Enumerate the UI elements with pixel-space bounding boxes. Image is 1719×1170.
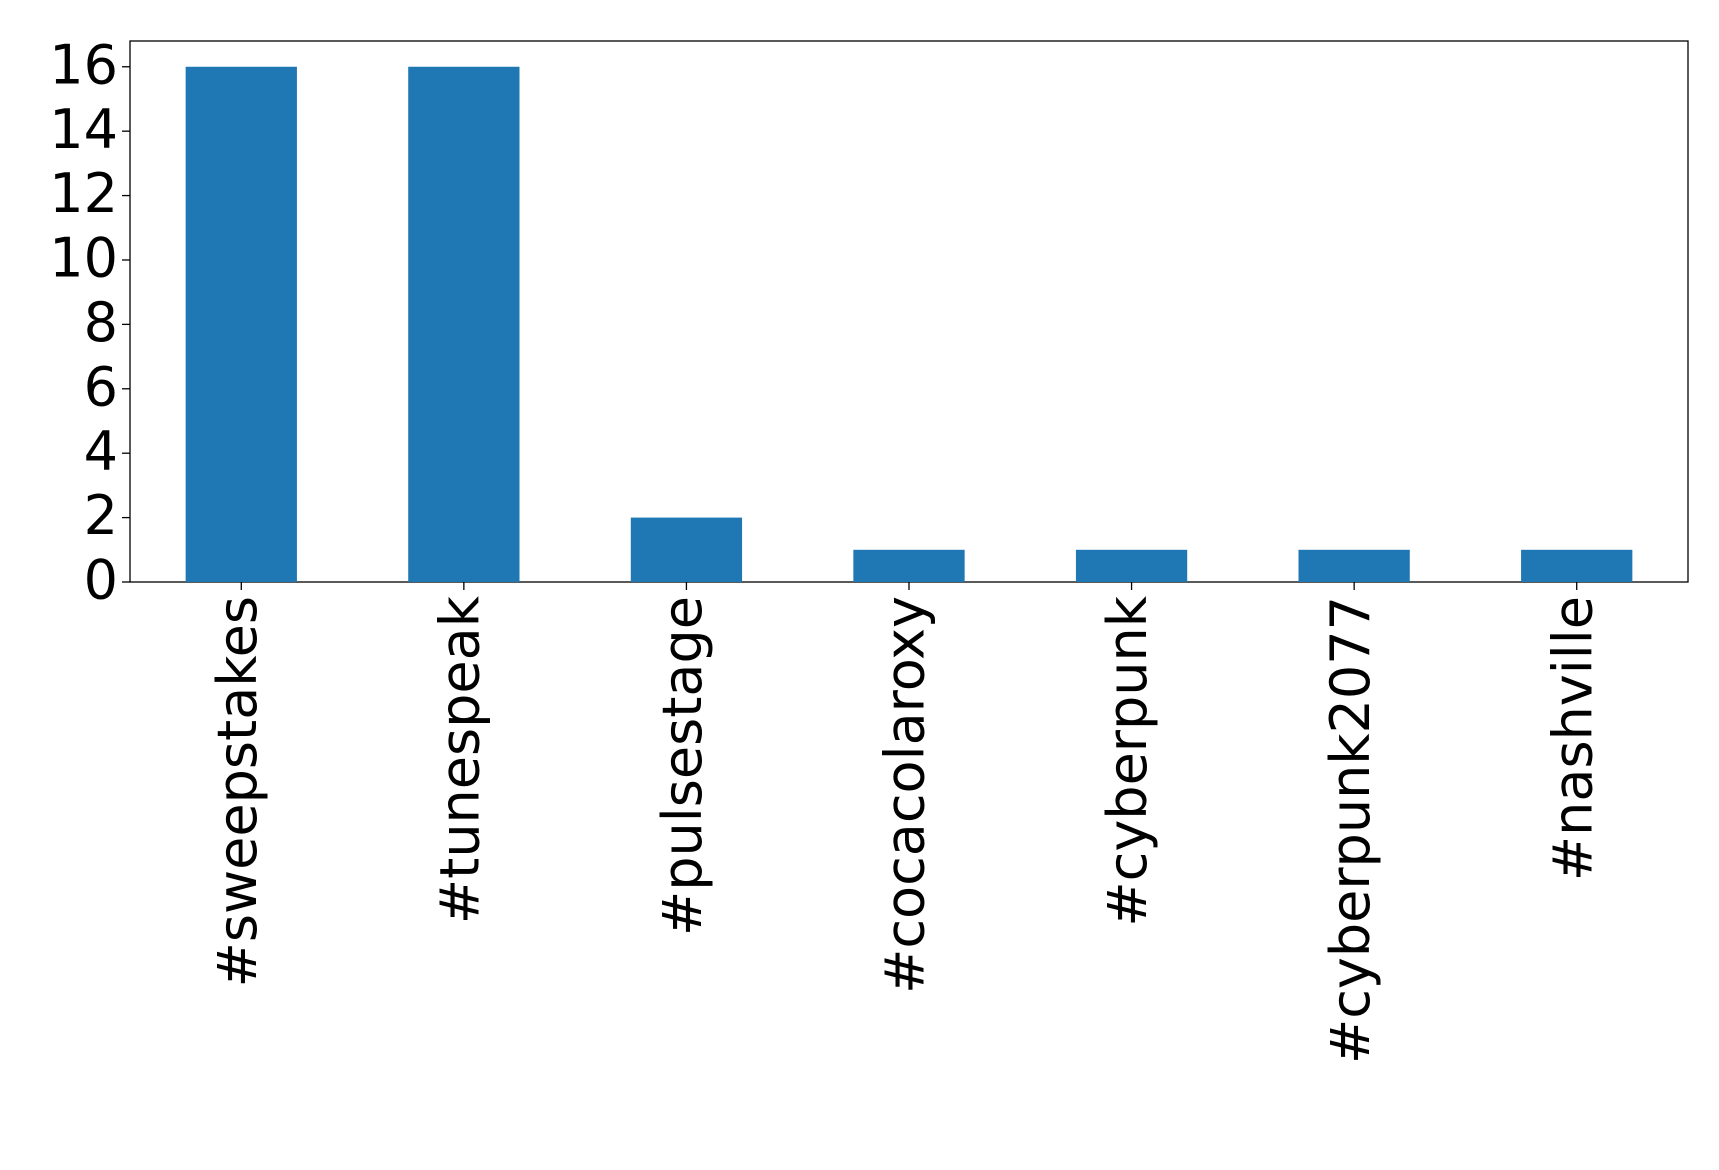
x-tick-label: #tunespeak — [428, 595, 491, 924]
y-tick-label: 4 — [84, 420, 118, 483]
y-tick-label: 14 — [49, 98, 118, 161]
bar — [853, 549, 965, 582]
y-tick-label: 0 — [84, 549, 118, 612]
x-tick-label: #cocacolaroxy — [874, 596, 937, 994]
x-tick-label: #cyberpunk — [1096, 595, 1159, 926]
y-tick-label: 6 — [84, 355, 118, 418]
bar — [185, 66, 297, 582]
y-tick-label: 12 — [49, 162, 118, 225]
x-tick-label: #pulsestage — [651, 596, 714, 936]
x-tick-label: #nashville — [1541, 596, 1604, 881]
bar — [1521, 549, 1633, 582]
bar — [630, 517, 743, 582]
plot-frame — [129, 40, 1689, 583]
bar — [408, 66, 520, 582]
x-tick-label: #sweepstakes — [206, 596, 269, 987]
x-tick-label: #cyberpunk2077 — [1319, 596, 1382, 1064]
y-tick-label: 8 — [84, 291, 118, 354]
y-tick-label: 2 — [84, 484, 118, 547]
bar — [1298, 549, 1410, 582]
y-tick-label: 10 — [49, 227, 118, 290]
bar — [1075, 549, 1188, 582]
y-tick-label: 16 — [49, 33, 118, 96]
